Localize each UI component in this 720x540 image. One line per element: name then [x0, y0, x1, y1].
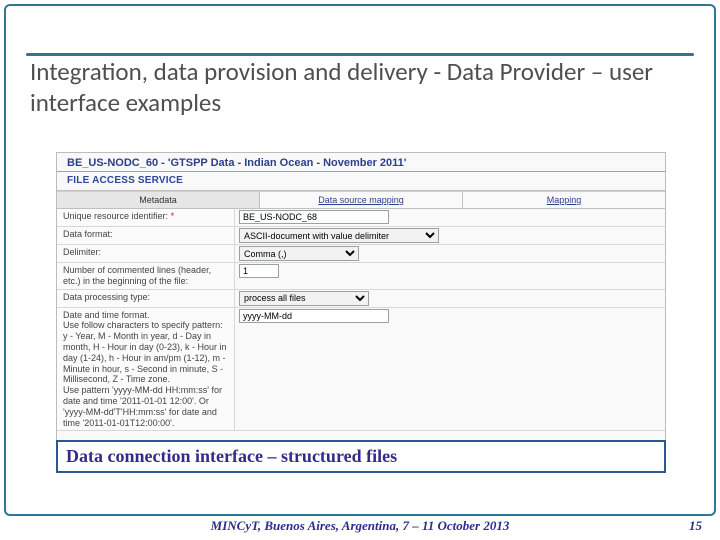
tab-mapping[interactable]: Mapping: [463, 192, 665, 208]
screenshot-header: BE_US-NODC_60 - 'GTSPP Data - Indian Oce…: [57, 153, 665, 172]
form-control-cell: ASCII-document with value delimiter: [235, 227, 665, 244]
form-row: Unique resource identifier: *: [57, 209, 665, 227]
form-label: Number of commented lines (header, etc.)…: [57, 263, 235, 289]
tab-data-source-mapping[interactable]: Data source mapping: [260, 192, 463, 208]
form-select[interactable]: process all files: [239, 291, 369, 306]
form-control-cell: [235, 308, 665, 431]
caption-box: Data connection interface – structured f…: [56, 440, 666, 473]
slide-title: Integration, data provision and delivery…: [30, 56, 690, 119]
caption-text: Data connection interface – structured f…: [66, 446, 397, 466]
form-select[interactable]: Comma (,): [239, 246, 359, 261]
screenshot-subheader: File Access Service: [57, 172, 665, 191]
tab-metadata[interactable]: Metadata: [57, 192, 260, 208]
form-row: Delimiter: Comma (,): [57, 245, 665, 263]
form-area: Unique resource identifier: *Data format…: [57, 209, 665, 431]
form-control-cell: Comma (,): [235, 245, 665, 262]
title-container: Integration, data provision and delivery…: [30, 56, 690, 119]
form-row: Date and time format. Use follow charact…: [57, 308, 665, 432]
form-label: Delimiter:: [57, 245, 235, 262]
form-row: Number of commented lines (header, etc.)…: [57, 263, 665, 290]
form-label: Date and time format. Use follow charact…: [57, 308, 235, 431]
form-input[interactable]: [239, 309, 389, 323]
page-number: 15: [689, 518, 702, 534]
footer-text: MINCyT, Buenos Aires, Argentina, 7 – 11 …: [0, 518, 720, 534]
form-row: Data format: ASCII-document with value de…: [57, 227, 665, 245]
form-label: Unique resource identifier: *: [57, 209, 235, 226]
form-label: Data processing type:: [57, 290, 235, 307]
form-input[interactable]: [239, 210, 389, 224]
ui-screenshot: BE_US-NODC_60 - 'GTSPP Data - Indian Oce…: [56, 152, 666, 468]
form-row: Data processing type: process all files: [57, 290, 665, 308]
form-label: Data format:: [57, 227, 235, 244]
form-control-cell: process all files: [235, 290, 665, 307]
required-asterisk: *: [168, 211, 174, 221]
form-input[interactable]: [239, 264, 279, 278]
tab-row: MetadataData source mappingMapping: [57, 191, 665, 209]
form-control-cell: [235, 263, 665, 289]
form-control-cell: [235, 209, 665, 226]
form-select[interactable]: ASCII-document with value delimiter: [239, 228, 439, 243]
